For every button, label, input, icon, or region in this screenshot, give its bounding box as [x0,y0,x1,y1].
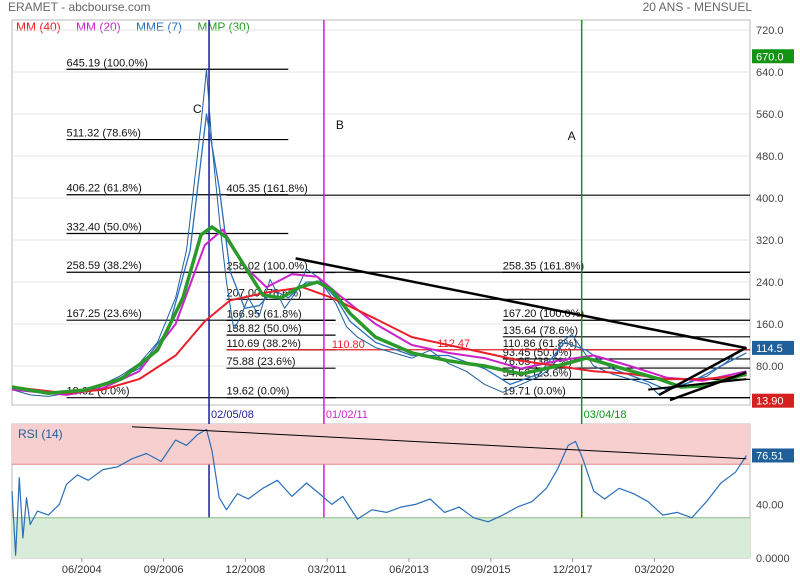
y-tick-label: 720.0 [756,25,784,37]
fib-level-label: 258.35 (161.8%) [503,260,584,272]
fib-level-label: 166.95 (61.8%) [226,308,301,320]
x-tick-label: 06/2004 [62,564,102,576]
vertical-marker-date: 01/02/11 [326,409,368,421]
price-badge-label: 670.0 [756,51,784,63]
red-level-label: 110.80 [332,339,365,351]
x-tick-label: 09/2015 [471,564,511,576]
fib-level-label: 645.19 (100.0%) [67,57,148,69]
chart-title: ERAMET - abcbourse.com [8,0,151,14]
y-tick-label: 560.0 [756,109,784,121]
fib-level-label: 511.32 (78.6%) [67,128,141,140]
price-trendline [295,257,747,350]
rsi-overbought-zone [12,424,750,465]
rsi-trendline [131,426,747,460]
fib-level-label: 54.52 (23.6%) [503,367,572,379]
y-tick-label: 320.0 [756,235,784,247]
price-badge [752,340,794,355]
fib-level-label: 405.35 (161.8%) [226,183,307,195]
fib-level-label: 167.25 (23.6%) [67,308,142,320]
vertical-marker-date: 03/04/18 [584,409,627,421]
y-tick-label: 80.00 [756,361,784,373]
fib-level-label: 258.59 (38.2%) [67,260,142,272]
fib-level-label: 19.71 (0.0%) [503,386,566,398]
x-tick-label: 03/2020 [635,564,675,576]
fib-level-label: 110.86 (61.8%) [503,338,577,350]
rsi-badge-label: 76.51 [756,450,784,462]
x-tick-label: 12/2017 [553,564,593,576]
price-badge-label: 114.5 [756,343,783,355]
y-tick-label: 240.0 [756,277,784,289]
rsi-badge [752,448,794,463]
fib-level-label: 138.82 (50.0%) [226,323,301,335]
fib-level-label: 75.88 (23.6%) [226,356,295,368]
y-tick-label: 400.0 [756,193,784,205]
channel-lower [669,371,747,402]
price-line [11,68,747,397]
rsi-title: RSI (14) [18,427,63,441]
mmp30-line [11,225,747,396]
price-badge [752,393,794,408]
rsi-oversold-zone [12,517,750,558]
wave-letter: C [193,102,202,116]
wave-letter: A [568,129,576,143]
channel-mid [648,378,747,391]
fib-level-label: 110.69 (38.2%) [226,338,300,350]
y-tick-label: 480.0 [756,151,784,163]
rsi-y-tick-label: 40.00 [756,499,784,511]
chart-period[interactable]: 20 ANS - MENSUEL [642,0,752,14]
wave-letter: B [336,118,344,132]
y-tick-label: 160.0 [756,319,784,331]
price-badge-label: 13.90 [756,396,784,408]
x-tick-label: 12/2008 [226,564,266,576]
x-tick-label: 06/2013 [389,564,429,576]
fib-level-label: 332.40 (50.0%) [67,221,142,233]
mm40-line [11,286,747,395]
fib-level-label: 258.02 (100.0%) [226,261,307,273]
fib-level-label: 19.62 (0.0%) [226,386,289,398]
vertical-marker-date: 02/05/08 [211,409,254,421]
y-tick-label: 640.0 [756,67,784,79]
main-panel-frame [11,19,751,406]
x-tick-label: 09/2006 [144,564,184,576]
rsi-line [11,428,747,556]
price-badge [752,49,794,64]
x-tick-label: 03/2011 [308,564,347,576]
mme7-line [11,113,747,394]
fib-level-label: 406.22 (61.8%) [67,183,142,195]
rsi-y-tick-label: 0.0000 [756,553,790,565]
fib-level-label: 135.64 (78.6%) [503,325,578,337]
